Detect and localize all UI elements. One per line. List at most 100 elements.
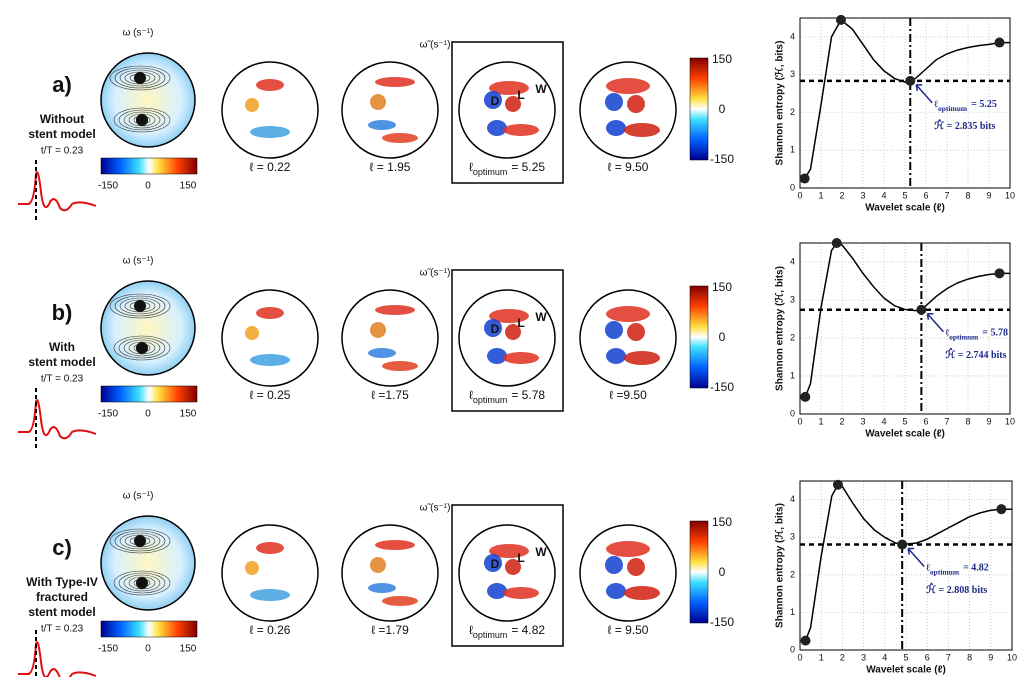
vorticity-blob <box>368 120 396 130</box>
colorbar-tick: 0 <box>145 644 151 655</box>
x-tick-label: 5 <box>903 652 908 662</box>
symbol: ℓ <box>945 328 949 339</box>
entropy-curve <box>804 242 1010 398</box>
filtered-field <box>458 289 556 387</box>
subscript: optimum <box>473 395 508 405</box>
symbol: ℓ <box>469 160 473 174</box>
optimum-label: ℓoptimum = 4.82 <box>469 623 545 640</box>
row-label: a) <box>52 72 72 97</box>
value: = 5.78 <box>511 388 545 402</box>
y-tick-label: 0 <box>790 182 795 192</box>
optimum-box <box>451 269 564 412</box>
vorticity-blob <box>250 126 290 138</box>
symbol: ℓ <box>469 388 473 402</box>
optimum-box <box>451 504 564 647</box>
vorticity-blob <box>606 541 650 557</box>
x-tick-label: 1 <box>818 416 823 426</box>
scale-label: ℓ =9.50 <box>609 388 647 402</box>
y-tick-label: 4 <box>790 256 795 266</box>
vorticity-blob <box>370 94 386 110</box>
y-axis-label: Shannon entropy (ℋ, bits) <box>775 503 786 628</box>
colorbar-tick: 0 <box>145 181 151 192</box>
model-name: Without <box>40 112 85 126</box>
filtered-field <box>458 524 556 622</box>
x-tick-label: 2 <box>839 190 844 200</box>
y-tick-label: 4 <box>790 31 795 41</box>
y-tick-label: 2 <box>790 107 795 117</box>
filtered-field <box>579 524 677 622</box>
annotation-arrow <box>926 312 944 333</box>
row-label: b) <box>52 300 73 325</box>
x-tick-label: 9 <box>986 190 991 200</box>
vorticity-blob <box>505 559 521 575</box>
filtered-field <box>221 61 319 159</box>
vorticity-blob <box>606 583 626 599</box>
region-label: D <box>491 557 500 571</box>
region-label: L <box>517 88 524 102</box>
model-name: stent model <box>28 605 95 619</box>
omega-title: ω (s⁻¹) <box>123 256 154 267</box>
time-label: t/T = 0.23 <box>41 374 84 385</box>
filtered-title: ω̃ (s⁻¹) <box>420 268 451 279</box>
x-tick-label: 8 <box>967 652 972 662</box>
region-label: W <box>535 310 547 324</box>
waveform <box>18 171 97 212</box>
colorbar-tick: -150 <box>710 152 734 166</box>
vorticity-blob <box>368 583 396 593</box>
vorticity-blob <box>624 586 660 600</box>
vorticity-blob <box>250 589 290 601</box>
colorbar-tick: 0 <box>719 102 726 116</box>
colorbar-tick: -150 <box>98 181 118 192</box>
optimum-label: ℓoptimum = 5.78 <box>469 388 545 405</box>
streamline <box>114 530 166 552</box>
vorticity-blob <box>624 123 660 137</box>
colorbar-tick: 150 <box>180 409 197 420</box>
vorticity-blob <box>382 133 418 143</box>
x-tick-label: 10 <box>1005 416 1015 426</box>
y-tick-label: 2 <box>790 569 795 579</box>
x-tick-label: 6 <box>923 416 928 426</box>
value: = 4.82 <box>511 623 545 637</box>
streamline <box>109 528 171 554</box>
x-tick-label: 0 <box>797 416 802 426</box>
y-tick-label: 1 <box>790 607 795 617</box>
streamline <box>123 339 161 357</box>
vorticity-field <box>100 515 196 611</box>
optimum-label: ℓoptimum = 5.25 <box>469 160 545 177</box>
vorticity-blob <box>250 354 290 366</box>
scale-label: ℓ =1.79 <box>371 623 409 637</box>
colorbar <box>100 620 198 638</box>
streamline <box>119 69 161 87</box>
vorticity-blob <box>627 558 645 576</box>
region-label: L <box>517 551 524 565</box>
vorticity-blob <box>245 98 259 112</box>
vorticity-blob <box>245 561 259 575</box>
symbol: ℓ <box>934 99 938 110</box>
streamline <box>118 572 166 594</box>
x-tick-label: 2 <box>840 652 845 662</box>
scale-point <box>831 238 842 248</box>
y-tick-label: 1 <box>790 145 795 155</box>
region-label: D <box>491 94 500 108</box>
streamline <box>119 532 161 550</box>
value: = 5.25 <box>971 99 997 110</box>
vorticity-blob <box>627 323 645 341</box>
streamline <box>114 67 166 89</box>
x-tick-label: 3 <box>861 652 866 662</box>
scale-point <box>996 504 1007 515</box>
vorticity-blob <box>382 596 418 606</box>
vorticity-blob <box>606 120 626 136</box>
y-tick-label: 4 <box>790 494 795 504</box>
filtered-field <box>579 61 677 159</box>
omega-title: ω (s⁻¹) <box>123 491 154 502</box>
colorbar-tick: 0 <box>719 565 726 579</box>
scale-point <box>905 75 916 86</box>
optimum-label: ℓoptimum = 5.78 <box>945 328 1008 342</box>
vorticity-blob <box>487 583 507 599</box>
scale-point <box>994 268 1005 279</box>
filtered-field <box>458 61 556 159</box>
model-name: With <box>49 340 75 354</box>
x-tick-label: 9 <box>988 652 993 662</box>
colorbar-tick: 0 <box>145 409 151 420</box>
